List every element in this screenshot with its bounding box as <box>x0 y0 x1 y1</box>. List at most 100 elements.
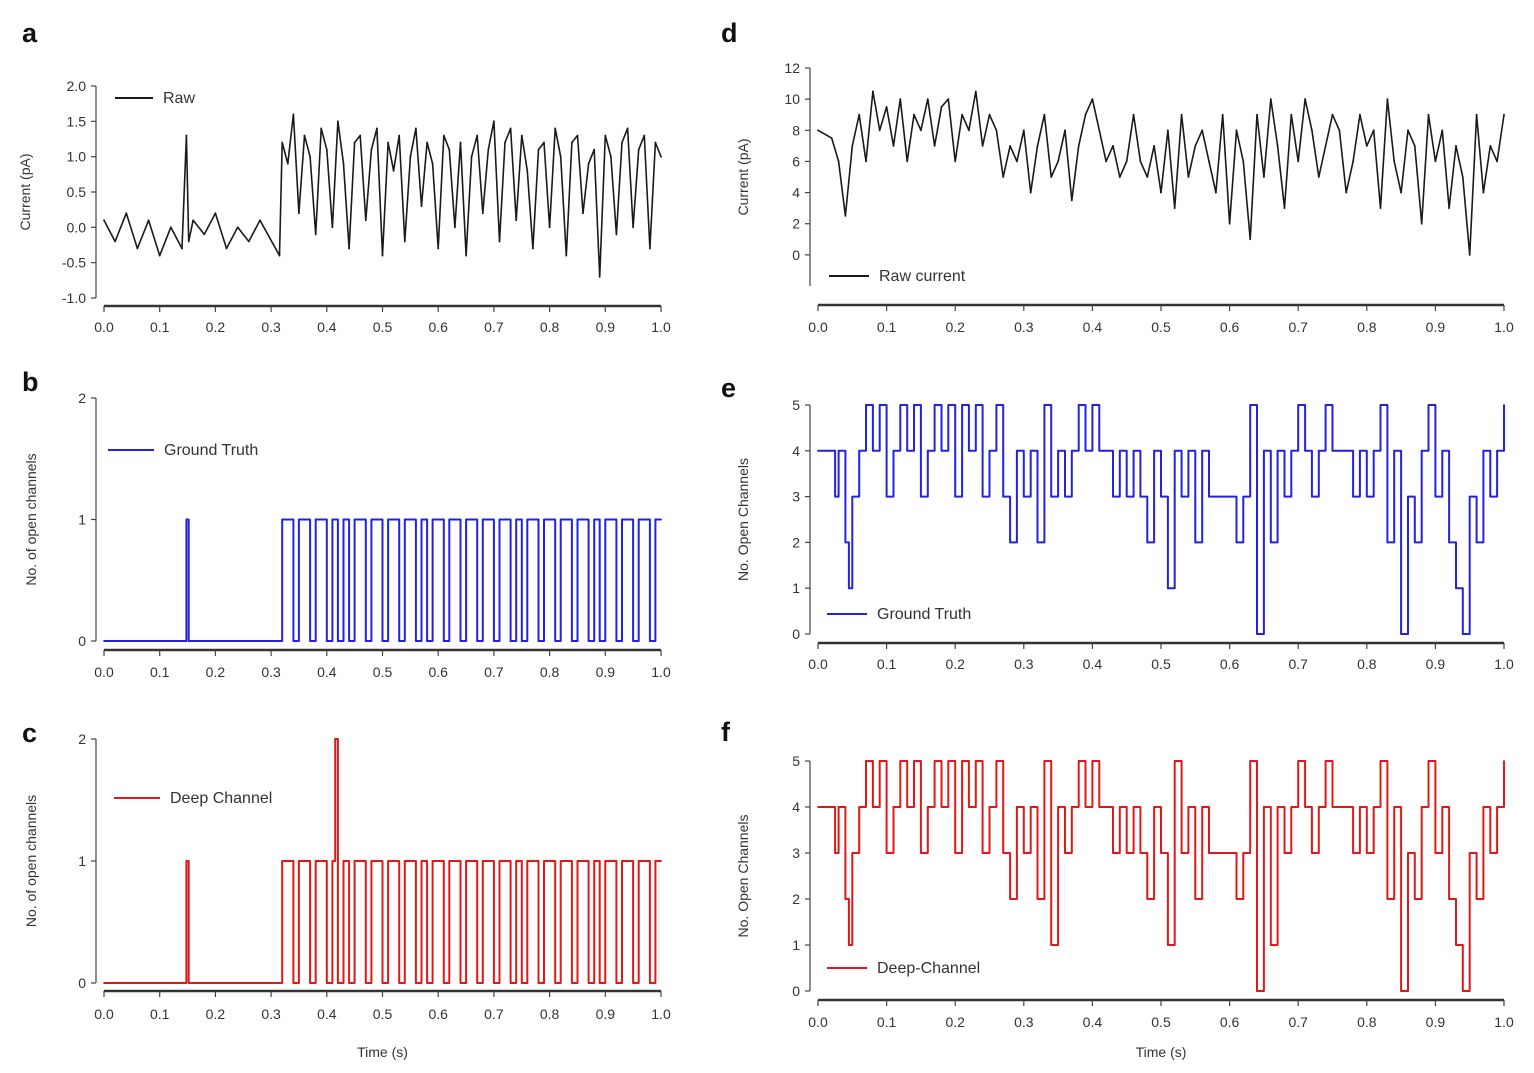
data-point <box>933 404 936 406</box>
data-point <box>587 640 590 642</box>
data-point <box>1503 404 1505 406</box>
x-tick-label: 1.0 <box>1494 319 1514 335</box>
data-point <box>610 518 612 521</box>
x-tick-label: 0.0 <box>808 656 828 672</box>
x-tick-label: 0.2 <box>945 656 965 672</box>
data-point <box>548 860 551 862</box>
data-point <box>415 640 417 642</box>
data-point <box>448 148 451 151</box>
panel-f: f 0 1 2 3 4 5 No. Open Channels 0.0 0.1 0.2 0.3 0.4 0… <box>721 717 1514 1060</box>
data-point <box>158 254 161 257</box>
legend-label: Ground Truth <box>877 606 971 623</box>
data-point <box>610 155 612 158</box>
x-tick-label: 0.4 <box>317 664 337 680</box>
data-point <box>878 404 881 406</box>
data-point <box>125 212 128 215</box>
x-tick-label: 0.2 <box>945 1014 965 1030</box>
data-point <box>1125 852 1128 854</box>
x-tick-label: 0.9 <box>1426 319 1446 335</box>
data-point <box>342 162 345 165</box>
data-point <box>1077 760 1080 762</box>
data-point <box>387 518 389 521</box>
data-point <box>593 148 596 151</box>
x-tick-label: 0.0 <box>94 319 114 335</box>
data-point <box>515 219 518 222</box>
data-point <box>995 760 998 762</box>
data-point <box>981 495 984 498</box>
data-point <box>426 640 428 642</box>
data-point <box>598 275 601 278</box>
data-point <box>364 219 367 222</box>
data-point <box>637 860 640 862</box>
data-point <box>817 806 819 808</box>
data-point <box>1016 806 1018 808</box>
data-point <box>649 640 651 642</box>
data-point <box>286 518 289 521</box>
data-point <box>1359 806 1361 808</box>
data-point <box>899 760 902 762</box>
data-trace-e <box>818 404 1505 635</box>
data-point <box>615 233 618 236</box>
data-point <box>872 449 874 452</box>
data-point <box>1317 806 1320 808</box>
data-point <box>1297 760 1300 762</box>
data-point <box>1461 633 1464 635</box>
x-tick-label: 0.3 <box>1014 1014 1034 1030</box>
data-point <box>1187 176 1190 178</box>
data-point <box>359 134 362 137</box>
data-point <box>1400 633 1402 635</box>
data-point <box>968 129 970 132</box>
data-point <box>1331 806 1334 808</box>
data-point <box>1407 852 1409 854</box>
data-point <box>403 240 406 243</box>
data-point <box>851 145 854 147</box>
data-point <box>1050 176 1053 178</box>
data-point <box>359 860 362 862</box>
data-point <box>988 806 991 808</box>
data-trace-f <box>818 760 1505 992</box>
data-point <box>1317 176 1320 178</box>
y-axis-label: No. Open Channels <box>735 458 751 581</box>
data-point <box>1215 191 1217 194</box>
data-point <box>954 160 957 163</box>
data-point <box>498 240 501 243</box>
data-point <box>493 982 495 984</box>
data-point <box>392 860 395 862</box>
panel-letter: e <box>721 373 736 403</box>
data-point <box>465 860 467 862</box>
data-point <box>604 134 607 137</box>
y-tick-label: 8 <box>792 122 800 138</box>
data-point <box>548 226 551 229</box>
data-point <box>387 141 389 144</box>
data-point <box>515 518 518 521</box>
data-point <box>1160 191 1162 194</box>
data-point <box>961 404 963 406</box>
data-point <box>185 860 188 862</box>
y-tick-label: 5 <box>792 753 800 769</box>
data-point <box>851 852 854 854</box>
x-tick-label: 0.4 <box>1083 1014 1103 1030</box>
x-tick-label: 0.5 <box>373 319 393 335</box>
data-point <box>576 860 579 862</box>
y-tick-label: 1.0 <box>67 149 87 165</box>
data-point <box>487 148 490 151</box>
data-point <box>415 982 417 984</box>
data-point <box>1311 852 1313 854</box>
data-point <box>1448 898 1450 900</box>
data-point <box>504 141 506 144</box>
data-point <box>1235 129 1238 132</box>
data-point <box>465 254 467 257</box>
data-point <box>643 518 646 521</box>
data-point <box>342 860 345 862</box>
data-point <box>1407 495 1409 498</box>
data-point <box>1002 176 1005 178</box>
data-point <box>1057 160 1059 163</box>
panel-d: d 0 2 4 6 8 10 12 Current (pA) 0.0 0.1 0.2 0.3 0.4 0.5… <box>721 18 1514 335</box>
data-point <box>1276 145 1279 147</box>
data-point <box>437 247 440 250</box>
x-tick-label: 0.1 <box>150 319 170 335</box>
data-point <box>1180 852 1183 854</box>
data-point <box>348 982 350 984</box>
data-point <box>1434 852 1437 854</box>
data-point <box>554 640 557 642</box>
